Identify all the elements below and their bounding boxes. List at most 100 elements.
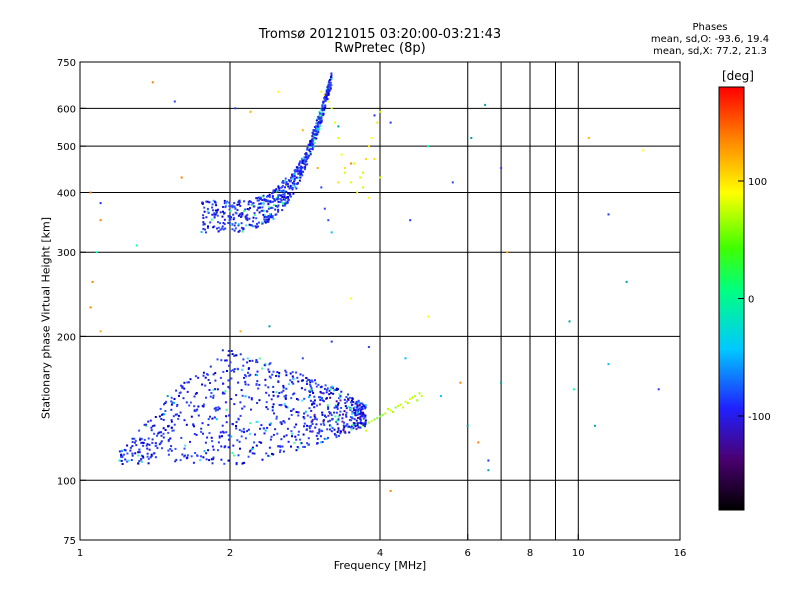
scatter-point: [330, 340, 333, 343]
scatter-point: [170, 400, 173, 403]
scatter-point: [298, 171, 301, 174]
scatter-point: [255, 217, 258, 220]
scatter-point: [340, 390, 343, 393]
scatter-point: [324, 106, 327, 109]
scatter-point: [284, 404, 287, 407]
scatter-point: [642, 149, 645, 152]
scatter-point: [265, 218, 268, 221]
scatter-point: [237, 417, 240, 420]
scatter-point: [297, 433, 300, 436]
scatter-point: [131, 445, 134, 448]
scatter-point: [337, 429, 340, 431]
scatter-point: [274, 428, 277, 431]
scatter-point: [271, 409, 274, 412]
scatter-point: [164, 402, 167, 404]
scatter-point: [277, 200, 280, 203]
scatter-point: [170, 396, 173, 399]
scatter-point: [249, 422, 252, 425]
scatter-point: [230, 350, 233, 352]
scatter-point: [214, 213, 217, 216]
scatter-point: [359, 402, 362, 405]
scatter-point: [178, 394, 180, 397]
scatter-point: [138, 429, 141, 432]
scatter-point: [247, 201, 250, 203]
scatter-point: [225, 408, 228, 411]
scatter-point: [238, 203, 241, 206]
scatter-point: [290, 397, 293, 400]
scatter-point: [213, 416, 216, 419]
scatter-point: [216, 209, 219, 212]
scatter-point: [269, 215, 272, 217]
scatter-point: [147, 462, 150, 465]
scatter-point: [189, 440, 191, 443]
scatter-point: [330, 231, 333, 234]
scatter-point: [324, 384, 327, 387]
scatter-point: [251, 202, 254, 205]
scatter-point: [196, 454, 199, 457]
scatter-point: [310, 409, 313, 412]
scatter-point: [234, 354, 237, 357]
scatter-point: [157, 432, 160, 435]
scatter-point: [350, 297, 353, 300]
scatter-point: [404, 400, 407, 403]
scatter-point: [330, 72, 333, 75]
scatter-point: [230, 435, 233, 438]
scatter-point: [263, 432, 266, 435]
scatter-point: [209, 365, 212, 368]
scatter-point: [305, 160, 308, 163]
axis-ticks: 1 2 4 6 8 10 16 75 100 200 300 400 500 600 750: [57, 58, 686, 559]
scatter-point: [277, 445, 280, 448]
scatter-point: [220, 359, 223, 362]
scatter-point: [307, 154, 310, 157]
scatter-point: [281, 181, 284, 184]
scatter-point: [370, 420, 373, 423]
scatter-point: [278, 372, 281, 374]
scatter-point: [297, 182, 299, 184]
scatter-point: [370, 137, 373, 139]
scatter-point: [290, 445, 292, 448]
scatter-point: [264, 378, 267, 381]
scatter-point: [322, 392, 325, 395]
scatter-point: [269, 423, 272, 426]
scatter-point: [319, 390, 322, 393]
scatter-point: [329, 87, 332, 90]
scatter-point: [173, 100, 176, 103]
scatter-point: [364, 425, 366, 428]
scatter-point: [227, 446, 230, 449]
x-tick-label: 2: [227, 548, 233, 559]
scatter-point: [353, 409, 356, 412]
scatter-point: [348, 431, 351, 434]
scatter-point: [373, 418, 376, 421]
scatter-point: [234, 211, 237, 214]
scatter-point: [282, 420, 285, 423]
scatter-point: [327, 436, 329, 439]
scatter-point: [362, 411, 365, 414]
scatter-point: [307, 443, 310, 446]
scatter-point: [237, 224, 240, 227]
scatter-point: [343, 426, 346, 428]
scatter-point: [239, 330, 242, 333]
scatter-point: [224, 205, 227, 208]
scatter-point: [297, 172, 300, 175]
scatter-point: [233, 202, 236, 205]
scatter-point: [207, 379, 210, 381]
scatter-point: [214, 372, 217, 375]
scatter-point: [272, 189, 275, 192]
scatter-point: [123, 448, 126, 451]
scatter-point: [334, 121, 337, 124]
scatter-point: [327, 92, 330, 95]
scatter-point: [246, 219, 249, 222]
scatter-point: [217, 226, 220, 229]
scatter-point: [247, 203, 250, 206]
scatter-point: [207, 211, 210, 214]
scatter-point: [351, 412, 354, 415]
scatter-point: [253, 205, 256, 208]
scatter-point: [280, 186, 283, 189]
scatter-point: [256, 361, 259, 364]
phase-stats-o: mean, sd,O: -93.6, 19.4: [650, 34, 770, 45]
scatter-point: [239, 414, 242, 417]
scatter-point: [278, 189, 281, 192]
scatter-point: [146, 455, 149, 458]
scatter-point: [309, 381, 312, 384]
scatter-point: [237, 454, 240, 457]
